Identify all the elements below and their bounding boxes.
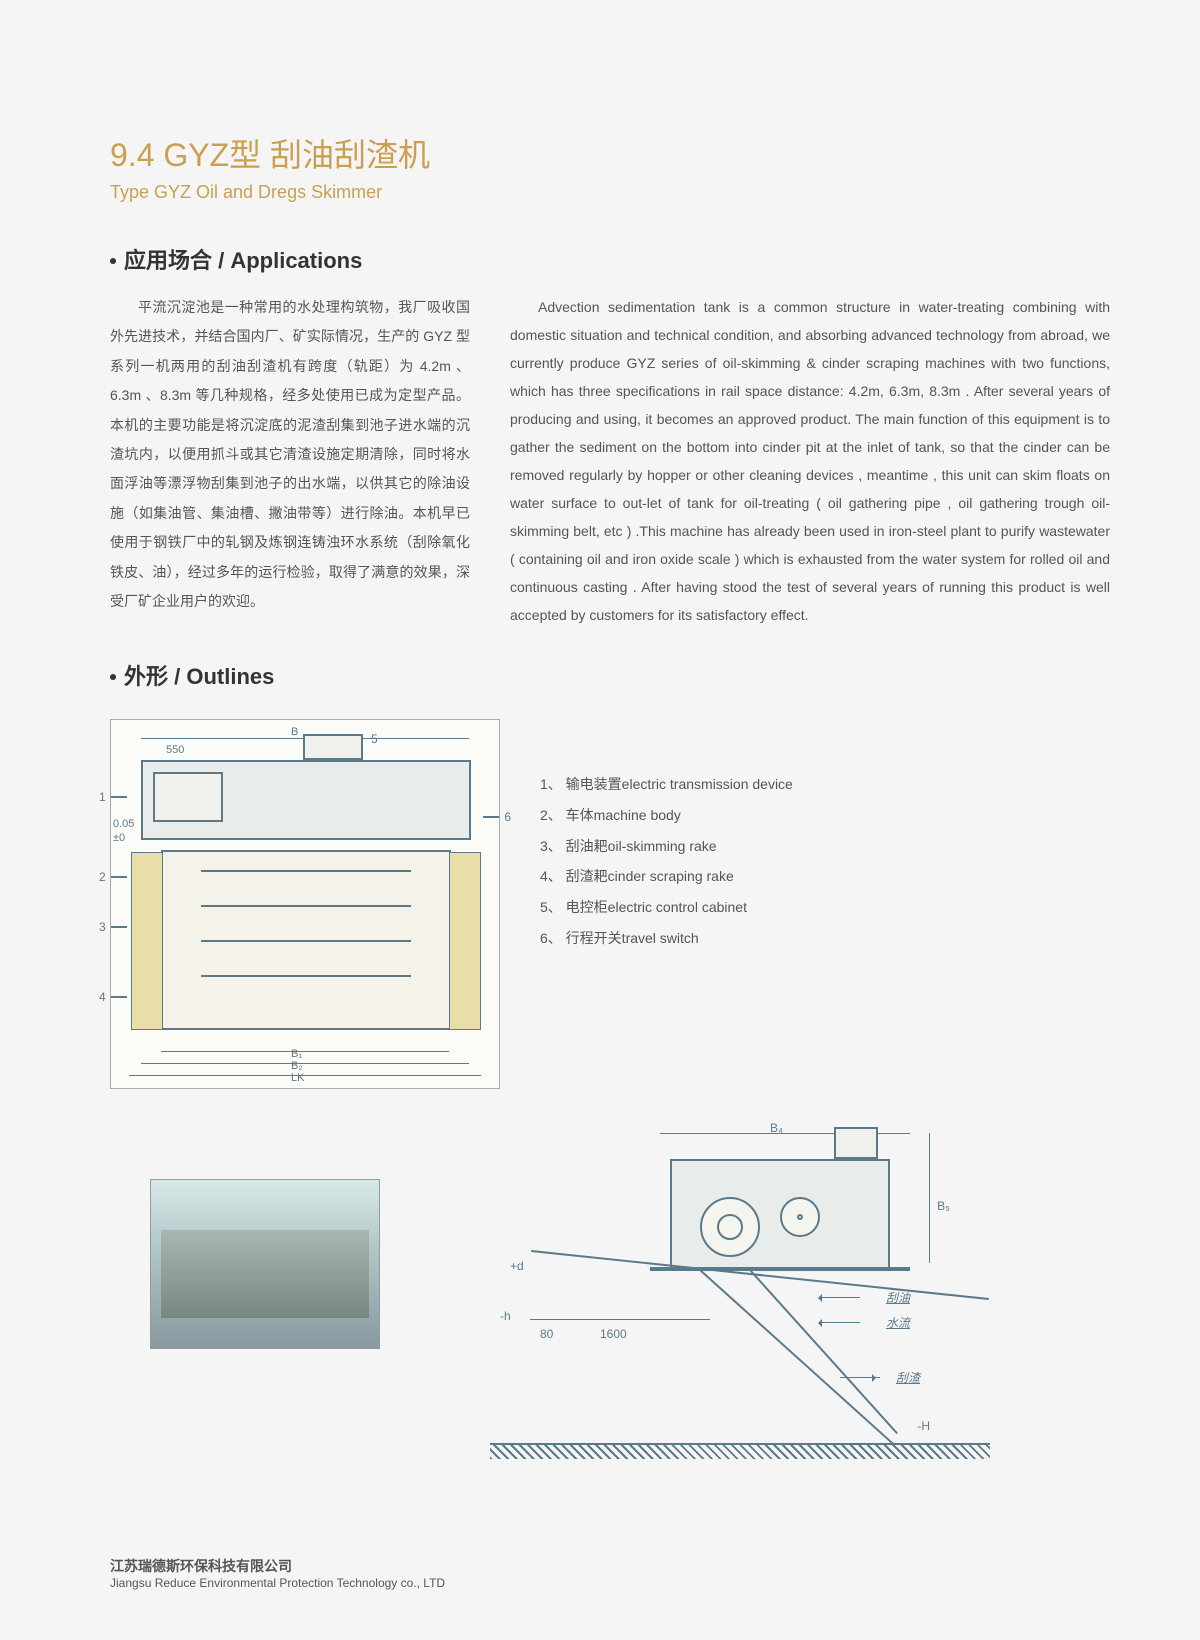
rake-bars xyxy=(201,870,411,1010)
label-flow: 水流 xyxy=(886,1314,910,1331)
legend-item: 3、 刮油耙oil-skimming rake xyxy=(540,831,793,862)
legend-item: 1、 输电装置electric transmission device xyxy=(540,769,793,800)
bullet-icon xyxy=(110,674,116,680)
footer-cn: 江苏瑞德斯环保科技有限公司 xyxy=(110,1556,445,1576)
dim-B5: B₅ xyxy=(937,1199,950,1213)
dim-tol: 0.05 xyxy=(113,818,134,830)
label-dregs: 刮渣 xyxy=(896,1369,920,1386)
legend-item: 6、 行程开关travel switch xyxy=(540,923,793,954)
page-footer: 江苏瑞德斯环保科技有限公司 Jiangsu Reduce Environment… xyxy=(110,1556,445,1590)
dim-B1: B₁ xyxy=(291,1048,302,1060)
callout-5: 5 xyxy=(371,732,378,746)
outlines-section: 外形 / Outlines B 550 0.05 ±0 B₁ B₂ LK xyxy=(110,659,1110,1459)
callout-line xyxy=(111,926,127,928)
dim-line xyxy=(141,1063,469,1064)
dim-plus-d: +d xyxy=(510,1259,524,1273)
section-subtitle: Type GYZ Oil and Dregs Skimmer xyxy=(110,182,1110,203)
machine-top xyxy=(141,760,471,840)
dim-80: 80 xyxy=(540,1327,553,1341)
cabinet-side xyxy=(834,1127,878,1159)
section-title-cn: GYZ型 刮油刮渣机 xyxy=(163,137,430,173)
applications-cn-text: 平流沉淀池是一种常用的水处理构筑物，我厂吸收国外先进技术，并结合国内厂、矿实际情… xyxy=(110,299,470,609)
applications-body: 平流沉淀池是一种常用的水处理构筑物，我厂吸收国外先进技术，并结合国内厂、矿实际情… xyxy=(110,293,1110,629)
arrow-icon xyxy=(814,1319,822,1327)
dim-550: 550 xyxy=(166,744,184,756)
outlines-heading: 外形 / Outlines xyxy=(110,659,1110,691)
arrow-icon xyxy=(872,1374,880,1382)
diagram-front-view: B 550 0.05 ±0 B₁ B₂ LK 1 2 xyxy=(110,719,500,1089)
dregs-rake-arm-2 xyxy=(749,1269,898,1434)
applications-en-text: Advection sedimentation tank is a common… xyxy=(510,299,1110,623)
section-number: 9.4 xyxy=(110,137,154,173)
section-title: 9.4 GYZ型 刮油刮渣机 xyxy=(110,130,1110,176)
legend-item: 2、 车体machine body xyxy=(540,800,793,831)
dregs-rake-arm xyxy=(699,1269,894,1444)
control-cabinet xyxy=(303,734,363,760)
applications-heading: 应用场合 / Applications xyxy=(110,243,1110,275)
dim-B2: B₂ xyxy=(291,1060,303,1072)
callout-line xyxy=(111,796,127,798)
callout-1: 1 xyxy=(99,790,106,804)
applications-en: Advection sedimentation tank is a common… xyxy=(510,293,1110,629)
ground-hatch xyxy=(490,1443,990,1459)
callout-4: 4 xyxy=(99,990,106,1004)
callout-2: 2 xyxy=(99,870,106,884)
bullet-icon xyxy=(110,258,116,264)
callout-6: 6 xyxy=(504,810,511,824)
diagram-side-view: B₄ B₅ +d -h 80 1600 刮油 水流 刮渣 xyxy=(490,1119,990,1459)
arrow-icon xyxy=(814,1294,822,1302)
applications-cn: 平流沉淀池是一种常用的水处理构筑物，我厂吸收国外先进技术，并结合国内厂、矿实际情… xyxy=(110,293,470,629)
outlines-heading-text: 外形 / Outlines xyxy=(124,664,274,689)
callout-3: 3 xyxy=(99,920,106,934)
dim-line xyxy=(129,1075,481,1076)
applications-heading-text: 应用场合 / Applications xyxy=(124,248,362,273)
dim-line xyxy=(161,1051,449,1052)
dim-LK: LK xyxy=(291,1072,304,1084)
arrow-line xyxy=(820,1297,860,1298)
callout-line xyxy=(483,816,499,818)
arrow-line xyxy=(820,1322,860,1323)
dim-1600: 1600 xyxy=(600,1327,627,1341)
legend-item: 4、 刮渣耙cinder scraping rake xyxy=(540,861,793,892)
dim-minus-h: -h xyxy=(500,1309,511,1323)
wheel xyxy=(700,1197,760,1257)
dim-pm0: ±0 xyxy=(113,832,125,844)
dim-B: B xyxy=(291,726,298,738)
product-photo xyxy=(150,1179,380,1349)
dim-minus-H: -H xyxy=(917,1419,930,1433)
footer-en: Jiangsu Reduce Environmental Protection … xyxy=(110,1576,445,1590)
wheel-small xyxy=(780,1197,820,1237)
label-oil: 刮油 xyxy=(886,1289,910,1306)
dim-line xyxy=(929,1133,930,1263)
dim-line xyxy=(530,1319,710,1320)
legend-item: 5、 电控柜electric control cabinet xyxy=(540,892,793,923)
callout-line xyxy=(111,996,127,998)
diagram-legend: 1、 输电装置electric transmission device 2、 车… xyxy=(540,769,793,954)
transmission xyxy=(153,772,223,822)
callout-line xyxy=(111,876,127,878)
